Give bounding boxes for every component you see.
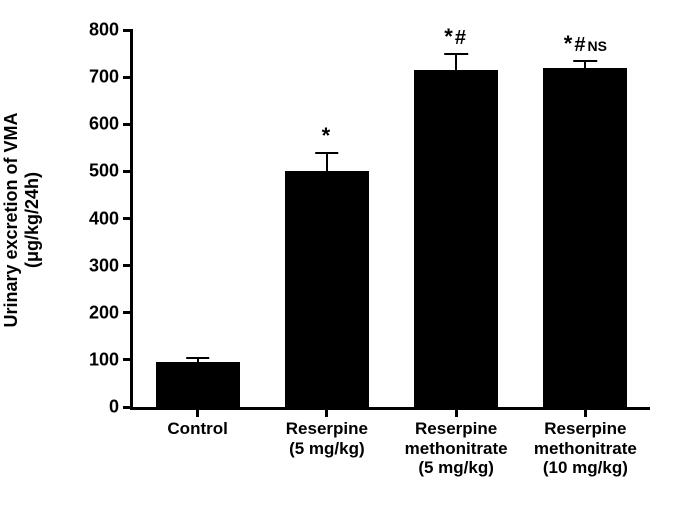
y-tick (123, 311, 133, 314)
x-tick (584, 407, 587, 417)
y-tick (123, 264, 133, 267)
x-category-label: Reserpine (5 mg/kg) (262, 419, 391, 458)
significance-annotation: *#NS (564, 31, 607, 57)
x-tick (196, 407, 199, 417)
y-tick (123, 170, 133, 173)
y-tick (123, 123, 133, 126)
error-bar (455, 54, 457, 70)
bar (414, 70, 498, 407)
x-tick (325, 407, 328, 417)
significance-annotation: * (322, 123, 333, 149)
y-tick (123, 217, 133, 220)
y-tick-label: 400 (89, 208, 119, 229)
error-bar-cap (315, 152, 339, 154)
y-tick-label: 100 (89, 349, 119, 370)
y-tick-label: 300 (89, 255, 119, 276)
error-bar (326, 153, 328, 172)
y-tick-label: 700 (89, 67, 119, 88)
error-bar (584, 61, 586, 68)
y-tick (123, 76, 133, 79)
bar (156, 362, 240, 407)
y-tick (123, 29, 133, 32)
y-tick (123, 358, 133, 361)
x-category-label: Reserpine methonitrate (5 mg/kg) (392, 419, 521, 478)
x-category-label: Reserpine methonitrate (10 mg/kg) (521, 419, 650, 478)
error-bar-cap (186, 357, 210, 359)
x-tick (455, 407, 458, 417)
bar (285, 171, 369, 407)
y-tick-label: 200 (89, 302, 119, 323)
error-bar-cap (574, 60, 598, 62)
y-tick-label: 600 (89, 114, 119, 135)
error-bar-cap (444, 53, 468, 55)
vma-bar-chart: Urinary excretion of VMA (μg/kg/24h) 010… (0, 0, 685, 532)
x-category-label: Control (133, 419, 262, 439)
y-tick-label: 500 (89, 161, 119, 182)
y-tick-label: 800 (89, 20, 119, 41)
y-axis-title: Urinary excretion of VMA (μg/kg/24h) (1, 30, 43, 410)
significance-annotation: *# (444, 24, 468, 50)
plot-area: 0100200300400500600700800ControlReserpin… (130, 30, 650, 410)
y-tick (123, 406, 133, 409)
bar (543, 68, 627, 407)
y-tick-label: 0 (109, 397, 119, 418)
